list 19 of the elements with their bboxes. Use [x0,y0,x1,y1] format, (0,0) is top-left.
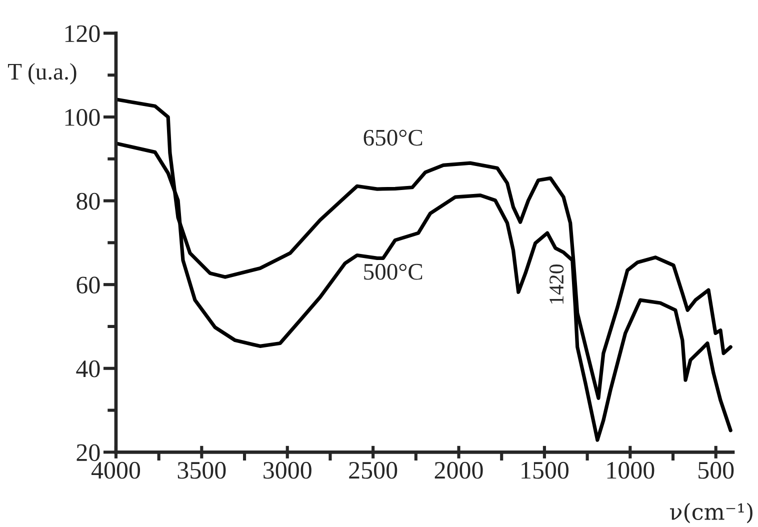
y-tick-label: 100 [65,109,100,126]
y-tick-label: 20 [76,444,100,462]
annotation: 1420 [550,264,564,304]
x-tick-label: 3000 [264,462,312,479]
y-tick-label: 40 [76,360,100,378]
y-tick-label: 120 [65,25,100,42]
y-axis-title: T (u.a.) [8,63,76,84]
x-axis-title: ν(cm⁻¹) [670,502,752,524]
series-label: 650°C [364,130,422,146]
x-tick-label: 500 [698,462,734,479]
y-tick-label: 80 [76,192,100,210]
x-tick-label: 2000 [434,462,483,479]
x-tick-label: 1000 [607,462,654,479]
x-tick-label: 4000 [91,462,140,479]
y-tick-label: 60 [76,276,100,294]
series-label: 500°C [364,264,422,280]
x-tick-label: 1500 [522,462,568,479]
x-tick-label: 3500 [178,462,226,479]
x-tick-label: 2500 [349,462,398,479]
